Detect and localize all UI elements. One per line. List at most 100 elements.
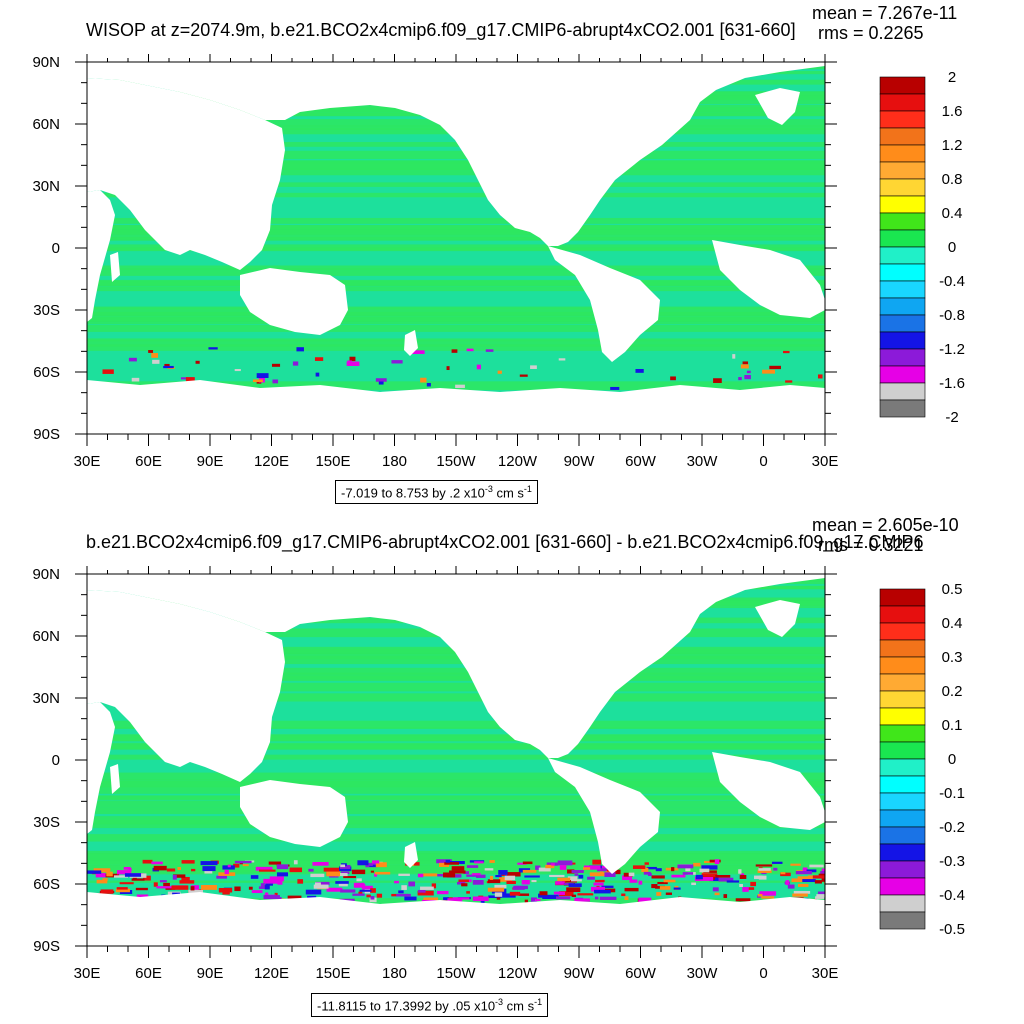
bottom-eddy-mark: [353, 882, 365, 888]
bottom-eddy-mark: [202, 866, 216, 872]
bottom-eddy-mark: [522, 869, 537, 873]
bottom-eddy-mark: [577, 893, 594, 896]
top-eddy-mark: [128, 357, 137, 362]
bottom-x-tick-label: 90W: [564, 965, 596, 982]
bottom-eddy-mark: [595, 879, 605, 883]
bottom-eddy-mark: [188, 889, 203, 895]
top-colorbar-swatch: [879, 127, 926, 146]
top-colorbar-label: 0: [948, 239, 956, 256]
top-eddy-mark: [195, 360, 200, 364]
bottom-eddy-mark: [738, 869, 742, 874]
bottom-eddy-mark: [398, 890, 404, 894]
top-x-tick-label: 90E: [197, 453, 224, 470]
top-ocean-band: [87, 344, 825, 351]
bottom-eddy-mark: [191, 868, 196, 872]
top-ocean-band: [87, 217, 825, 224]
bottom-eddy-mark: [821, 876, 825, 882]
bottom-eddy-mark: [263, 895, 280, 900]
top-eddy-mark: [713, 378, 722, 383]
bottom-ocean-band: [87, 779, 825, 788]
top-eddy-mark: [391, 360, 403, 364]
top-ocean-band: [87, 325, 825, 332]
bottom-eddy-mark: [143, 875, 151, 881]
bottom-colorbar-swatch: [879, 826, 926, 845]
top-y-tick-label: 30S: [33, 302, 60, 319]
bottom-eddy-mark: [535, 865, 541, 870]
bottom-eddy-mark: [487, 887, 505, 892]
bottom-eddy-mark: [790, 863, 801, 866]
bottom-eddy-mark: [571, 894, 577, 898]
bottom-eddy-mark: [370, 870, 375, 873]
bottom-x-tick-label: 120E: [254, 965, 289, 982]
top-colorbar-label: 0.4: [942, 205, 963, 222]
top-eddy-mark: [131, 377, 140, 382]
bottom-y-tick-label: 60S: [33, 876, 60, 893]
top-colorbar-label: -2: [945, 409, 958, 426]
bottom-continent-north-america: [87, 574, 825, 758]
top-eddy-mark: [148, 350, 154, 353]
bottom-eddy-mark: [673, 887, 681, 890]
bottom-eddy-mark: [326, 871, 341, 877]
bottom-eddy-mark: [463, 871, 470, 875]
bottom-ocean-band: [87, 655, 825, 665]
bottom-eddy-mark: [340, 871, 350, 875]
bottom-eddy-mark: [665, 892, 673, 895]
bottom-eddy-mark: [815, 896, 825, 899]
top-eddy-mark: [466, 348, 474, 352]
bottom-eddy-mark: [821, 868, 825, 873]
top-map-plot: 30E 60E 90E 120E 150E 180 150W 120W 90W 60W 30W 0 30…: [32, 54, 965, 470]
bottom-ocean-band: [87, 772, 825, 780]
bottom-eddy-mark: [671, 874, 686, 878]
top-eddy-mark: [102, 369, 114, 374]
bottom-y-tick-label: 30N: [32, 690, 60, 707]
top-eddy-mark: [426, 382, 431, 387]
bottom-eddy-mark: [165, 887, 176, 890]
bottom-eddy-mark: [487, 879, 501, 884]
bottom-colorbar-label: 0.3: [942, 649, 963, 666]
top-ocean-band: [87, 286, 825, 292]
bottom-eddy-mark: [307, 895, 317, 899]
top-ocean-band: [87, 265, 825, 270]
bottom-eddy-mark: [494, 892, 503, 897]
bottom-eddy-mark: [250, 875, 259, 879]
bottom-ocean-band: [87, 754, 825, 760]
top-eddy-mark: [315, 372, 320, 377]
bottom-colorbar-swatch: [879, 724, 926, 743]
bottom-eddy-mark: [172, 874, 177, 880]
bottom-eddy-mark: [499, 893, 516, 898]
bottom-eddy-mark: [242, 864, 249, 867]
top-eddy-mark: [420, 377, 427, 383]
bottom-ocean-band: [87, 736, 825, 742]
top-y-tick-label: 0: [52, 240, 60, 257]
top-colorbar-swatch: [879, 161, 926, 180]
top-ocean-band: [87, 150, 825, 159]
top-map-panel: 30E 60E 90E 120E 150E 180 150W 120W 90W 60W 30W 0 30…: [32, 3, 965, 505]
bottom-eddy-mark: [582, 867, 591, 870]
top-ocean-band: [87, 244, 825, 251]
bottom-eddy-mark: [365, 862, 373, 866]
top-colorbar-swatch: [879, 297, 926, 316]
top-y-tick-label: 90N: [32, 54, 60, 71]
bottom-eddy-mark: [401, 885, 407, 890]
top-ocean-band: [87, 225, 825, 234]
bottom-ocean-band: [87, 720, 825, 729]
bottom-continent-africa-east: [712, 752, 825, 830]
bottom-y-tick-label: 0: [52, 752, 60, 769]
bottom-eddy-mark: [538, 867, 551, 872]
bottom-continent-africa: [87, 702, 115, 834]
top-eddy-mark: [610, 386, 620, 390]
bottom-eddy-mark: [265, 883, 273, 886]
bottom-eddy-mark: [357, 860, 369, 866]
bottom-eddy-mark: [461, 883, 468, 887]
bottom-eddy-mark: [371, 860, 380, 864]
bottom-eddy-mark: [549, 874, 565, 878]
top-continent-south-america: [548, 246, 660, 362]
bottom-eddy-mark: [545, 864, 555, 869]
bottom-eddy-mark: [119, 882, 134, 885]
bottom-eddy-mark: [750, 881, 757, 887]
bottom-colorbar-swatch: [879, 843, 926, 862]
bottom-eddy-mark: [759, 891, 777, 896]
bottom-eddy-mark: [474, 861, 484, 864]
bottom-eddy-mark: [504, 875, 516, 881]
bottom-eddy-mark: [329, 875, 339, 878]
